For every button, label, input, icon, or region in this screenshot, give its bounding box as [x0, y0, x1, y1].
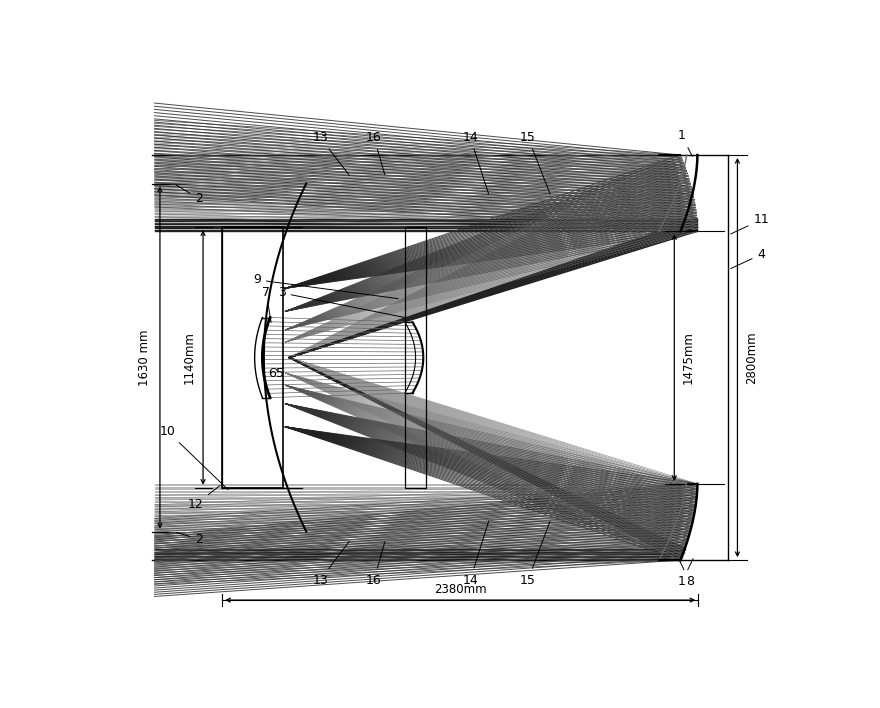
Text: 4: 4 — [730, 248, 766, 268]
Text: 1630 mm: 1630 mm — [138, 329, 151, 386]
Bar — [405, 227, 427, 488]
Text: 8: 8 — [679, 560, 693, 588]
Text: 3: 3 — [278, 286, 406, 318]
Text: 12: 12 — [187, 486, 220, 511]
Text: 13: 13 — [312, 131, 349, 175]
Text: 15: 15 — [520, 131, 550, 194]
Text: 10: 10 — [159, 425, 228, 490]
Text: 15: 15 — [520, 521, 550, 586]
Text: 6: 6 — [264, 367, 275, 380]
Text: 14: 14 — [462, 131, 488, 194]
Text: 16: 16 — [366, 542, 385, 586]
Text: 2380mm: 2380mm — [434, 583, 487, 596]
Text: 1140mm: 1140mm — [183, 331, 195, 384]
Bar — [223, 227, 283, 488]
Text: 2800mm: 2800mm — [744, 331, 758, 384]
Text: 5: 5 — [275, 367, 284, 380]
Text: 7: 7 — [262, 286, 271, 322]
Text: 9: 9 — [253, 273, 398, 299]
Text: 16: 16 — [366, 131, 385, 175]
Text: 11: 11 — [730, 213, 769, 234]
Text: 1475mm: 1475mm — [682, 331, 694, 384]
Text: 1: 1 — [678, 130, 693, 156]
Text: 2: 2 — [176, 185, 203, 205]
Text: 1: 1 — [678, 559, 693, 588]
Text: 13: 13 — [312, 542, 349, 586]
Text: 2: 2 — [177, 532, 203, 546]
Text: 14: 14 — [462, 521, 488, 586]
